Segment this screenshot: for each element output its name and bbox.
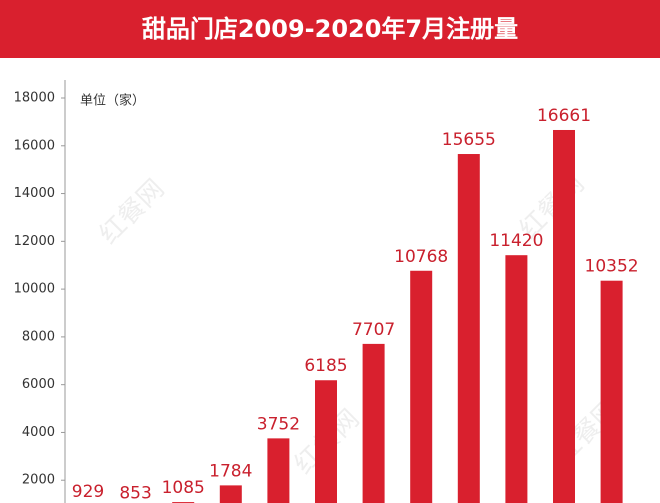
value-label: 16661 [537,106,591,126]
value-label: 10352 [585,257,639,277]
y-tick-label: 12000 [14,234,55,249]
chart-title: 甜品门店2009-2020年7月注册量 [142,15,518,43]
value-label: 3752 [257,414,300,434]
title-banner [0,0,660,58]
y-tick-label: 8000 [22,329,55,344]
value-label: 7707 [352,320,395,340]
watermark: 红餐网 [94,174,170,250]
y-tick-label: 18000 [14,91,55,106]
value-label: 10768 [394,247,448,267]
value-label: 1085 [162,478,205,498]
bar [219,485,242,503]
value-label: 15655 [442,130,496,150]
y-tick-label: 10000 [14,282,55,297]
bar [553,129,575,503]
bar [600,280,623,503]
unit-label: 单位（家） [80,93,145,109]
y-tick-label: 6000 [22,377,55,392]
y-tick-label: 14000 [14,186,55,201]
value-label: 1784 [209,461,252,481]
bar [267,438,290,503]
bar [505,255,528,503]
bar [315,380,337,503]
y-tick-label: 4000 [22,425,55,440]
bar [362,343,385,503]
value-label: 11420 [489,231,543,251]
bar [457,154,480,503]
y-tick-label: 2000 [22,473,55,488]
value-label: 929 [72,482,104,502]
value-label: 853 [119,484,151,503]
value-label: 6185 [304,356,347,376]
y-tick-label: 16000 [14,138,55,153]
bar [410,270,433,503]
